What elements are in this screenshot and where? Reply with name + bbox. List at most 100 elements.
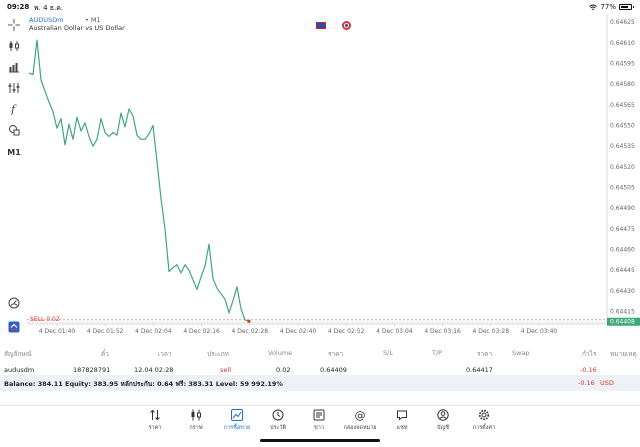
speedometer-icon[interactable] (4, 295, 24, 311)
row-profit: -0.16 (580, 366, 597, 374)
y-tick-label: 0.64610 (610, 40, 635, 47)
chart-timeframe: • M1 (85, 16, 101, 24)
current-price-tag (607, 317, 640, 326)
y-tick-label: 0.64460 (610, 247, 635, 254)
row-time: 12.04 02:28 (134, 366, 174, 374)
y-tick-label: 0.64445 (610, 267, 635, 274)
row-open-price: 0.64409 (320, 366, 347, 374)
status-right: 77% (589, 3, 634, 11)
nav-chat[interactable]: แชท (382, 409, 422, 432)
row-ticket: 187828791 (73, 366, 111, 374)
header-tp: T/P (432, 349, 443, 357)
y-tick-label: 0.64595 (610, 60, 635, 67)
nav-mailbox[interactable]: @ กล่องจดหมาย (340, 409, 380, 432)
one-click-trading-icon[interactable] (4, 319, 24, 335)
history-icon (272, 409, 284, 421)
chart-toolbar: f M1 (0, 14, 27, 344)
header-type: ประเภท (207, 350, 229, 358)
x-tick-label: 4 Dec 03:16 (424, 328, 461, 335)
nav-settings-label: การตั้งค่า (472, 425, 496, 431)
status-bar: 09:28 พ. 4 ธ.ค. 77% (0, 0, 640, 14)
price-chart[interactable]: 0.64625 0.64610 0.64595 0.64580 0.64565 0.645… (27, 14, 640, 344)
chart-timeframe-label: M1 (90, 16, 101, 24)
y-tick-label: 0.64550 (610, 123, 635, 130)
x-tick-label: 4 Dec 01:52 (87, 328, 124, 335)
function-icon[interactable]: f (4, 101, 24, 117)
nav-trade-label: การซื้อขาย (223, 425, 251, 431)
nav-quotes[interactable]: ราคา (135, 409, 175, 432)
nav-account-label: บัญชี (437, 425, 449, 431)
header-price: ราคา (477, 350, 493, 358)
battery-icon (619, 4, 634, 10)
y-tick-label: 0.64580 (610, 81, 635, 88)
header-time: เวลา (158, 350, 172, 358)
chart-area[interactable]: AUDUSDm • M1 Australian Dollar vs US Dol… (27, 14, 640, 344)
y-tick-label: 0.64415 (610, 309, 635, 316)
x-tick-label: 4 Dec 01:40 (39, 328, 76, 335)
y-tick-label: 0.64565 (610, 102, 635, 109)
status-time: 09:28 (7, 3, 30, 11)
bar-chart-icon[interactable] (4, 59, 24, 75)
nav-settings[interactable]: การตั้งค่า (464, 409, 504, 432)
home-indicator (260, 439, 380, 442)
row-price: 0.64417 (466, 366, 493, 374)
nav-history[interactable]: ประวัติ (258, 409, 298, 432)
svg-text:f: f (10, 103, 17, 115)
x-tick-label: 4 Dec 03:40 (521, 328, 558, 335)
chart-icon (191, 409, 201, 421)
svg-text:@: @ (355, 409, 366, 421)
header-comment: หมายเหตุ (610, 350, 637, 358)
y-tick-label: 0.64505 (610, 185, 635, 192)
news-icon (313, 409, 325, 421)
timeframe-button[interactable]: M1 (7, 147, 21, 157)
settings-icon (478, 409, 490, 421)
row-volume: 0.02 (276, 366, 291, 374)
nav-mailbox-label: กล่องจดหมาย (343, 425, 377, 431)
y-tick-label: 0.64520 (610, 164, 635, 171)
x-tick-label: 4 Dec 02:16 (183, 328, 220, 335)
nav-history-label: ประวัติ (269, 425, 287, 431)
header-volume: Volume (268, 349, 293, 357)
chat-icon (397, 410, 407, 421)
chart-separator: • (85, 16, 89, 24)
balance-summary: Balance: 384.11 Equity: 383.95 หลักประกั… (4, 380, 283, 388)
position-row[interactable]: audusdm 187828791 12.04 02:28 sell 0.02 … (0, 364, 640, 378)
row-symbol: audusdm (4, 366, 35, 374)
header-swap: Swap (512, 349, 530, 357)
y-tick-label: 0.64475 (610, 226, 635, 233)
trade-icon (231, 409, 243, 421)
battery-percent: 77% (600, 3, 616, 11)
objects-icon[interactable] (4, 122, 24, 138)
sell-marker (247, 319, 251, 323)
total-profit: -0.16 (578, 379, 595, 387)
header-open-price: ราคา (328, 350, 344, 358)
nav-trade[interactable]: การซื้อขาย (217, 409, 257, 432)
x-tick-label: 4 Dec 03:04 (376, 328, 413, 335)
flag-australia-icon (316, 22, 326, 29)
crosshair-icon[interactable] (4, 17, 24, 33)
header-sl: S/L (383, 349, 393, 357)
positions-header: สัญลักษณ์ ตั๋ว เวลา ประเภท Volume ราคา S… (0, 347, 640, 361)
wifi-icon (589, 4, 598, 10)
x-tick-label: 4 Dec 02:40 (280, 328, 317, 335)
chart-symbol[interactable]: AUDUSDm (29, 16, 64, 24)
nav-news[interactable]: ข่าว (299, 409, 339, 432)
candlestick-icon[interactable] (4, 38, 24, 54)
row-type: sell (220, 366, 231, 374)
balance-row: Balance: 384.11 Equity: 383.95 หลักประกั… (0, 375, 640, 391)
indicators-icon[interactable] (4, 80, 24, 96)
nav-account[interactable]: บัญชี (423, 409, 463, 432)
nav-chat-label: แชท (396, 425, 408, 431)
y-tick-label: 0.64625 (610, 19, 635, 26)
nav-chart-label: กราฟ (189, 425, 203, 431)
x-tick-label: 4 Dec 02:52 (328, 328, 365, 335)
header-ticket: ตั๋ว (101, 350, 109, 358)
y-tick-label: 0.64430 (610, 288, 635, 295)
sell-position-label: SELL 0.02 (30, 316, 60, 323)
nav-quotes-label: ราคา (148, 425, 162, 431)
bottom-navigation: ราคา กราฟ การซื้อขาย ประวัติ ข่าว @ กล่อ… (0, 405, 640, 447)
current-price-text: 0.64408 (610, 319, 635, 326)
nav-chart[interactable]: กราฟ (176, 409, 216, 432)
x-tick-label: 4 Dec 02:28 (232, 328, 269, 335)
y-tick-label: 0.64535 (610, 143, 635, 150)
